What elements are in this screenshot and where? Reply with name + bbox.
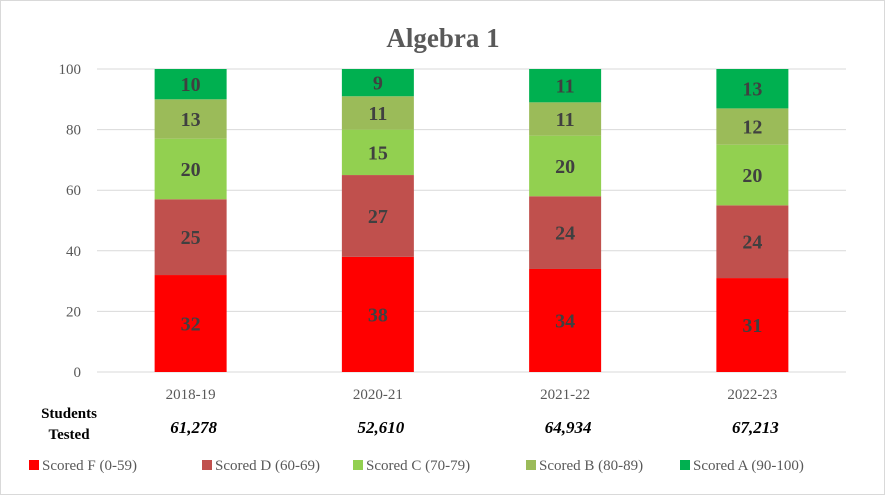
bar-segment (154, 138, 227, 200)
data-label: 11 (556, 76, 575, 98)
students-tested-value: 64,934 (545, 418, 592, 437)
bar-segment (154, 69, 227, 100)
bar-segment (716, 69, 789, 109)
students-tested-value: 67,213 (732, 418, 779, 437)
bar-segment (341, 69, 414, 97)
chart-title: Algebra 1 (386, 23, 499, 53)
x-tick-label: 2022-23 (727, 387, 777, 403)
y-tick-label: 20 (66, 304, 81, 320)
y-tick-label: 60 (66, 183, 81, 199)
data-label: 12 (742, 117, 762, 139)
y-tick-label: 40 (66, 244, 81, 260)
data-label: 13 (181, 109, 201, 131)
bar-segment (716, 108, 789, 145)
y-tick-label: 80 (66, 123, 81, 139)
legend-label: Scored B (80-89) (539, 458, 643, 474)
legend-swatch (353, 460, 363, 470)
students-tested-label-line1: Students (41, 406, 97, 422)
bar-segment (154, 275, 227, 372)
legend-label: Scored C (70-79) (366, 458, 470, 474)
bar-segment (341, 96, 414, 130)
data-label: 24 (555, 223, 575, 245)
data-label: 34 (555, 310, 575, 332)
x-tick-label: 2018-19 (166, 387, 216, 403)
data-label: 32 (181, 314, 201, 336)
data-label: 11 (368, 103, 387, 125)
bar-segment (529, 196, 602, 269)
bar-segment (341, 129, 414, 176)
x-tick-label: 2021-22 (540, 387, 590, 403)
students-tested-value: 61,278 (170, 418, 217, 437)
data-label: 10 (181, 74, 201, 96)
students-tested-value: 52,610 (358, 418, 405, 437)
bar-segment (341, 256, 414, 372)
legend-swatch (526, 460, 536, 470)
students-tested-label-line2: Tested (48, 427, 90, 443)
data-label: 9 (373, 73, 383, 95)
bar-segment (529, 135, 602, 197)
data-label: 31 (742, 315, 762, 337)
bar-segment (529, 69, 602, 103)
data-label: 13 (742, 79, 762, 101)
bar-segment (529, 102, 602, 136)
data-label: 25 (181, 227, 201, 249)
bar-segment (154, 199, 227, 276)
legend-label: Scored F (0-59) (42, 458, 137, 474)
y-tick-label: 100 (59, 62, 82, 78)
bar-segment (341, 175, 414, 257)
legend-swatch (680, 460, 690, 470)
data-label: 20 (181, 159, 201, 181)
data-label: 20 (742, 165, 762, 187)
data-label: 24 (742, 232, 762, 254)
bar-segment (716, 205, 789, 279)
bar-segment (154, 99, 227, 139)
x-tick-label: 2020-21 (353, 387, 403, 403)
legend-swatch (29, 460, 39, 470)
legend-label: Scored D (60-69) (215, 458, 320, 474)
bar-segment (529, 268, 602, 372)
legend-label: Scored A (90-100) (693, 458, 804, 474)
data-label: 27 (368, 206, 388, 228)
legend-swatch (202, 460, 212, 470)
data-label: 38 (368, 304, 388, 326)
data-label: 20 (555, 156, 575, 178)
y-tick-label: 0 (74, 365, 82, 381)
data-label: 15 (368, 142, 388, 164)
bar-segment (716, 278, 789, 372)
data-label: 11 (556, 109, 575, 131)
bar-segment (716, 144, 789, 206)
